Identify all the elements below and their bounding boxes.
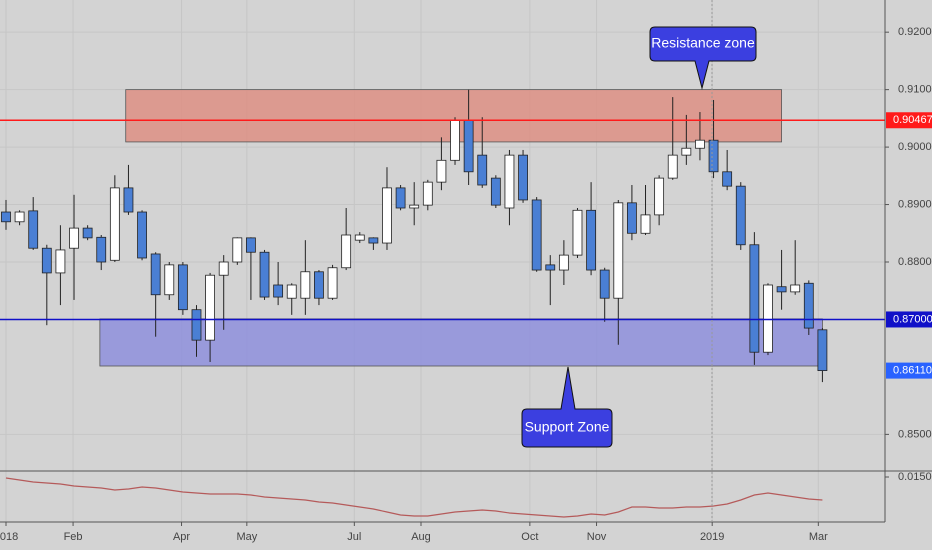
candle-body: [477, 154, 488, 186]
candle-body: [354, 234, 365, 241]
candle-body: [395, 187, 406, 209]
candle-body: [803, 282, 814, 329]
x-tick-label: Nov: [587, 531, 607, 543]
candle-body: [341, 234, 352, 269]
candle-body: [96, 236, 107, 263]
candle-body: [504, 154, 515, 209]
candle-body: [232, 237, 243, 263]
candle-body: [572, 209, 583, 256]
candle-body: [627, 202, 637, 234]
candle-body: [749, 244, 760, 353]
candle-body: [531, 199, 542, 271]
candle-body: [191, 309, 202, 341]
candle-body: [137, 211, 147, 259]
candle-body: [177, 264, 188, 311]
candle-body: [436, 159, 447, 183]
x-tick-label: 2019: [700, 531, 724, 543]
x-tick-label: Aug: [411, 531, 431, 543]
candle-body: [409, 204, 420, 209]
last-price-label: 0.86110: [893, 365, 932, 377]
candle-layer: [1, 89, 828, 383]
x-tick-label: May: [236, 531, 257, 543]
candle-body: [708, 139, 719, 173]
candle-body: [735, 185, 746, 246]
candle-body: [695, 139, 705, 149]
candle-body: [1, 211, 11, 223]
candle-body: [28, 210, 39, 249]
last-price-tag: [886, 362, 932, 379]
candle-body: [41, 247, 52, 274]
callout-shape: [649, 26, 757, 90]
candle-body: [667, 154, 678, 179]
candle-body: [327, 267, 338, 299]
candle-body: [790, 284, 801, 293]
x-tick-label: Mar: [809, 531, 828, 543]
candle-body: [599, 269, 610, 299]
candle-body: [286, 284, 297, 299]
candle-body: [69, 227, 79, 249]
callout-label: Support Zone: [525, 419, 610, 435]
candle-body: [368, 237, 379, 244]
candle-body: [586, 209, 596, 271]
candle-body: [273, 284, 284, 298]
candle-body: [164, 264, 175, 296]
indicator-layer: [5, 477, 823, 518]
x-tick-label: Oct: [521, 531, 538, 543]
candle-body: [55, 249, 66, 274]
candle-body: [817, 329, 828, 371]
candle-body: [123, 187, 134, 213]
indicator-line: [5, 477, 823, 518]
candle-body: [205, 274, 215, 341]
candle-body: [463, 119, 474, 173]
x-tick-label: Feb: [64, 531, 83, 543]
candle-body: [722, 171, 733, 187]
resistance-callout: Resistance zone: [649, 26, 757, 90]
indicator-y-tick-label: 0.0150: [898, 471, 932, 483]
callout-shape: [521, 366, 613, 448]
candle-body: [681, 147, 692, 156]
candle-body: [613, 202, 624, 299]
candle-body: [763, 284, 773, 353]
candle-body: [422, 181, 433, 206]
candle-body: [150, 253, 161, 296]
candle-body: [558, 254, 569, 271]
candle-body: [300, 271, 311, 299]
level-layer: 0.90467 0.87000 0.86110: [0, 112, 932, 379]
candle-body: [82, 227, 93, 239]
candle-body: [450, 119, 460, 161]
level-label: 0.87000: [893, 313, 932, 325]
x-tick-label: Apr: [173, 531, 190, 543]
level-label: 0.90467: [893, 114, 932, 126]
candle-body: [490, 177, 501, 206]
x-tick-label: Jul: [347, 531, 361, 543]
level-tag: [886, 112, 932, 129]
candle-body: [314, 271, 324, 299]
callout-label: Resistance zone: [651, 35, 755, 51]
candle-body: [640, 214, 651, 234]
zone: [99, 318, 823, 367]
candle-body: [654, 177, 665, 216]
x-tick-label: 2018: [0, 531, 18, 543]
candle-body: [776, 286, 787, 293]
candle-body: [246, 237, 256, 253]
candle-body: [382, 187, 392, 244]
support-callout: Support Zone: [521, 366, 613, 448]
level-tag: [886, 311, 932, 328]
candle-body: [109, 187, 120, 261]
candle-body: [259, 251, 270, 298]
candle-body: [518, 154, 528, 201]
candle-body: [218, 261, 229, 276]
candle-body: [545, 264, 556, 271]
candle-body: [14, 211, 25, 223]
